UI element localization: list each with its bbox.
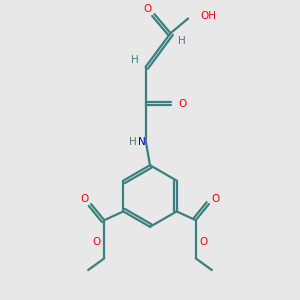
- Text: H: H: [178, 36, 186, 46]
- Text: O: O: [92, 237, 100, 247]
- Text: O: O: [179, 99, 187, 109]
- Text: OH: OH: [200, 11, 217, 21]
- Text: H: H: [130, 56, 138, 65]
- Text: N: N: [138, 137, 146, 147]
- Text: O: O: [144, 4, 152, 14]
- Text: O: O: [211, 194, 220, 204]
- Text: H: H: [129, 137, 137, 147]
- Text: O: O: [200, 237, 208, 247]
- Text: O: O: [80, 194, 89, 204]
